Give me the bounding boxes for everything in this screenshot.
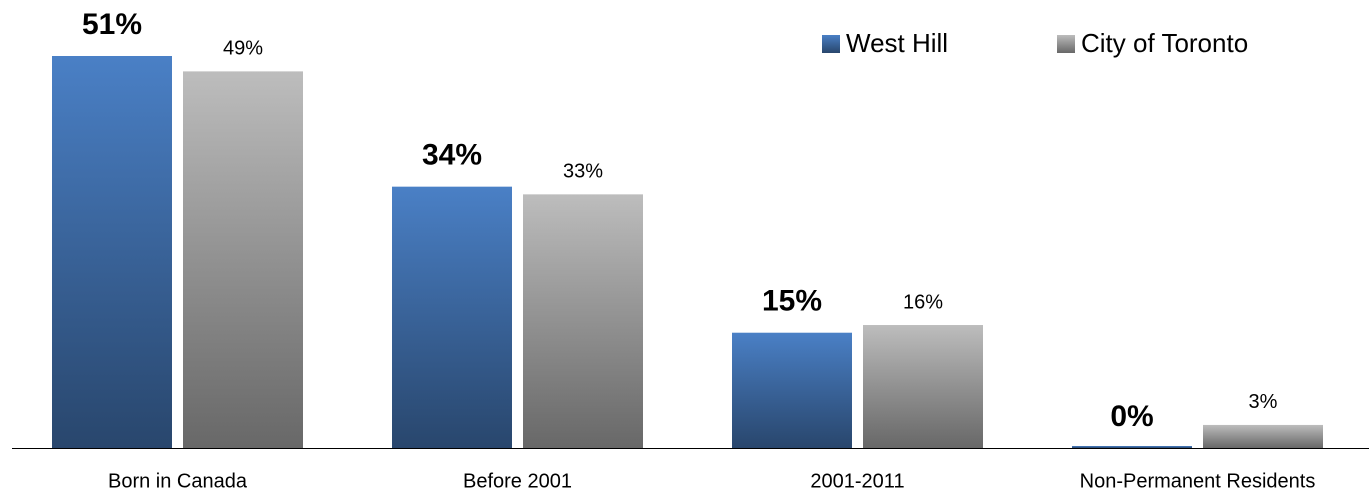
bar — [863, 325, 983, 448]
bar — [1203, 424, 1323, 448]
x-tick-label: Before 2001 — [463, 470, 572, 492]
value-label: 15% — [762, 285, 822, 318]
bar — [52, 56, 172, 448]
value-label: 0% — [1110, 400, 1153, 433]
legend-label: City of Toronto — [1081, 28, 1248, 58]
value-label: 34% — [422, 139, 482, 172]
bar — [523, 194, 643, 448]
legend-label: West Hill — [846, 28, 948, 58]
bar — [183, 71, 303, 448]
value-label: 51% — [82, 8, 142, 41]
x-tick-label: Non-Permanent Residents — [1080, 470, 1316, 492]
bar — [1072, 446, 1192, 448]
value-label: 49% — [223, 38, 263, 60]
bar — [392, 186, 512, 448]
value-label: 3% — [1249, 391, 1278, 413]
x-tick-label: Born in Canada — [108, 470, 248, 492]
legend-swatch — [1057, 35, 1075, 53]
bar — [732, 332, 852, 448]
legend-swatch — [822, 35, 840, 53]
value-label: 33% — [563, 161, 603, 183]
value-label: 16% — [903, 291, 943, 313]
x-tick-label: 2001-2011 — [810, 470, 904, 492]
